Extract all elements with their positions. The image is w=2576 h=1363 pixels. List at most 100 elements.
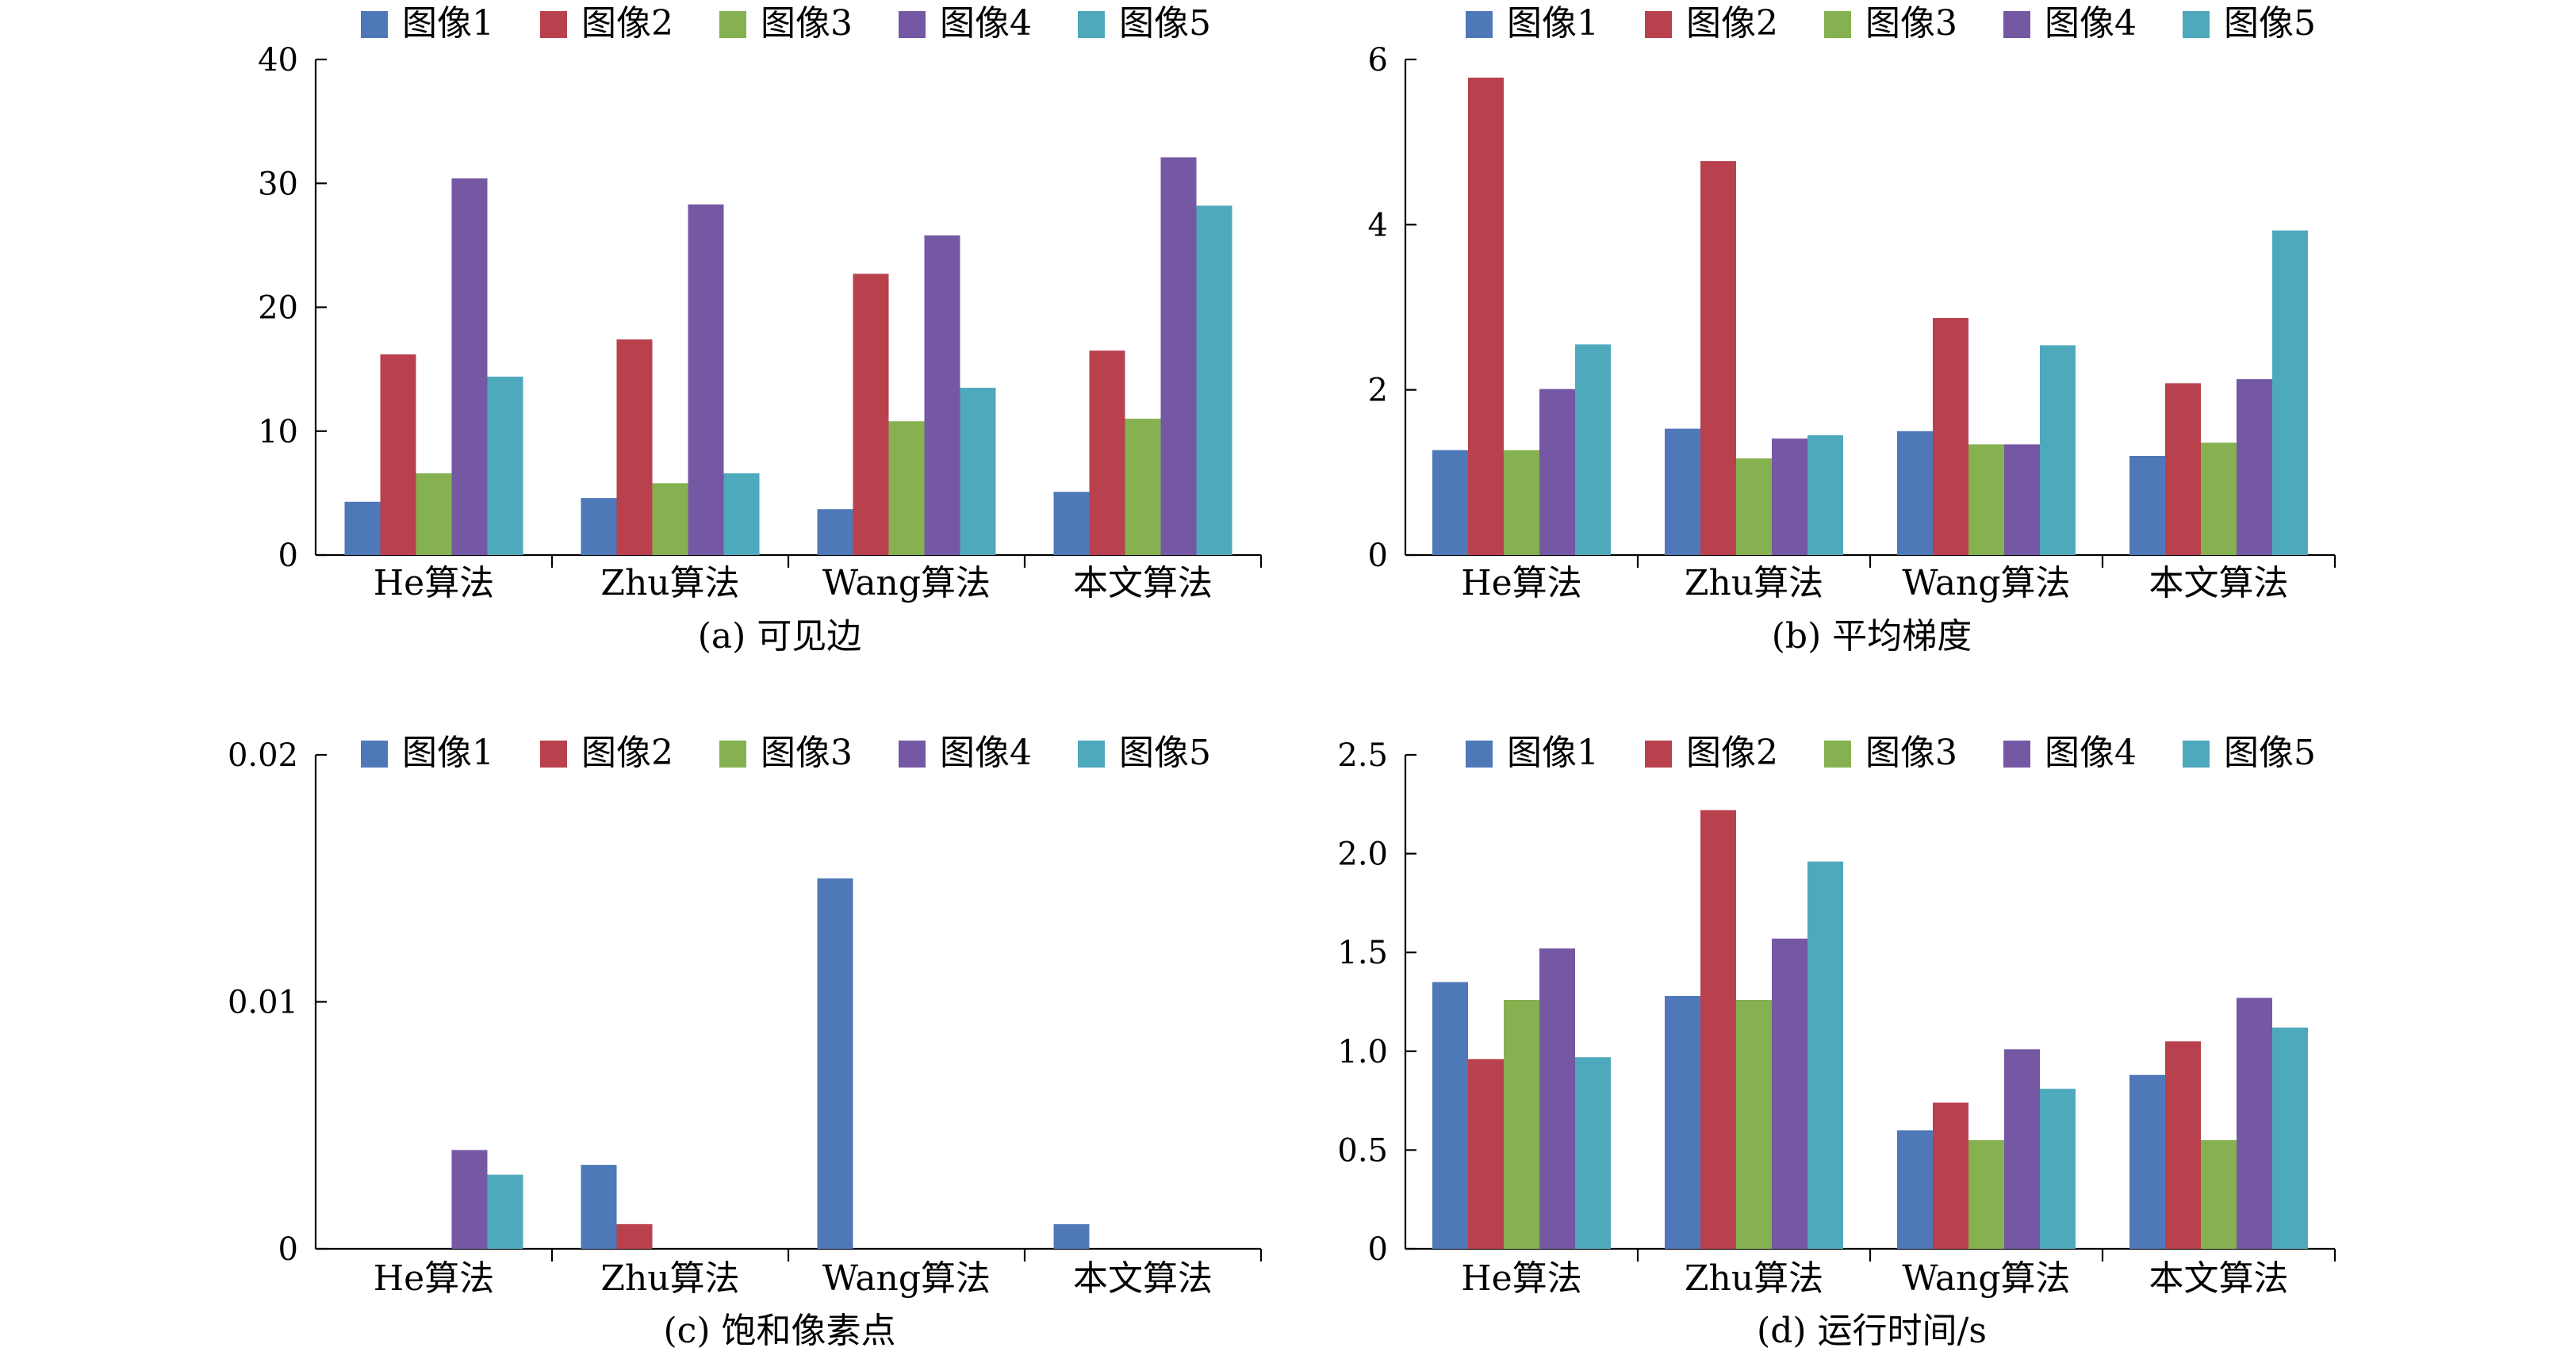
bar-4-4 [1160, 157, 1197, 555]
legend-label: 图像4 [940, 3, 1032, 44]
bar-3-1 [1504, 1000, 1539, 1249]
bar-3-1 [416, 473, 452, 555]
y-tick-label: 2.0 [1337, 837, 1388, 873]
legend-label: 图像5 [1119, 733, 1211, 773]
bar-5-3 [2040, 345, 2076, 555]
y-tick-label: 6 [1368, 42, 1388, 78]
legend-swatch [540, 11, 567, 38]
legend-label: 图像1 [1507, 3, 1599, 44]
bar-1-2 [581, 498, 617, 555]
chart-panel-b: 0 2 4 6 He算法 Zhu算法 Wang算法 本文算法 图像1 图像2 图像3 图像4 图像5 (b… [1368, 3, 2336, 657]
bar-1-4 [2129, 456, 2165, 555]
y-tick-label: 40 [258, 42, 298, 78]
legend-label: 图像2 [1686, 733, 1778, 773]
bar-1-2 [1665, 428, 1700, 555]
y-tick-label: 1.5 [1337, 935, 1388, 971]
bar-1-3 [1897, 1130, 1933, 1249]
legend-label: 图像5 [2224, 3, 2316, 44]
bar-3-4 [2201, 442, 2237, 555]
y-tick-label: 30 [258, 166, 298, 202]
bar-4-2 [688, 204, 724, 555]
bar-5-3 [2040, 1089, 2076, 1249]
bar-2-2 [616, 339, 653, 555]
x-tick-label: He算法 [374, 1258, 494, 1299]
panel-caption-a: (a) 可见边 [698, 616, 862, 657]
bar-4-3 [924, 235, 960, 555]
bar-4-3 [2004, 444, 2040, 555]
bar-1-4 [2129, 1074, 2165, 1249]
legend-swatch [899, 11, 926, 38]
bar-5-4 [1196, 205, 1232, 555]
legend-swatch [361, 11, 388, 38]
y-tick-label: 10 [258, 414, 298, 450]
y-tick-label: 0.02 [228, 737, 298, 774]
x-tick-label: 本文算法 [1073, 563, 1213, 603]
chart-panel-c: 0 0.01 0.02 He算法 Zhu算法 Wang算法 本文算法 图像1 图像2 图像3 图像4… [228, 733, 1263, 1351]
bar-2-1 [380, 354, 416, 555]
bar-2-4 [1089, 350, 1125, 555]
legend-swatch [1645, 11, 1672, 38]
y-tick-label: 0 [1368, 1231, 1388, 1268]
bar-5-1 [1575, 344, 1611, 555]
bar-3-3 [888, 421, 925, 555]
y-tick-label: 0 [1368, 538, 1388, 574]
bar-5-1 [487, 377, 523, 555]
x-tick-label: Wang算法 [822, 563, 991, 603]
bar-4-1 [451, 1150, 488, 1249]
bar-3-4 [2201, 1139, 2237, 1249]
bar-2-2 [616, 1223, 653, 1249]
bar-4-1 [451, 178, 488, 555]
legend-label: 图像4 [940, 733, 1032, 773]
legend-swatch [1466, 11, 1493, 38]
legend-swatch [719, 741, 746, 768]
bar-3-1 [1504, 450, 1539, 555]
bar-4-2 [1772, 438, 1807, 555]
legend-swatch [1078, 741, 1105, 768]
legend-label: 图像2 [581, 3, 673, 44]
bar-3-2 [1736, 1000, 1772, 1249]
bar-2-4 [2165, 1041, 2201, 1249]
bar-2-3 [1933, 318, 1968, 555]
panel-caption-b: (b) 平均梯度 [1772, 616, 1972, 657]
bar-3-4 [1125, 419, 1161, 555]
bar-1-3 [1897, 431, 1933, 555]
y-tick-label: 2.5 [1337, 737, 1388, 774]
bar-3-2 [1736, 458, 1772, 555]
bar-1-2 [581, 1165, 617, 1249]
legend-label: 图像5 [1119, 3, 1211, 44]
bar-2-1 [1468, 1059, 1504, 1249]
bar-2-2 [1700, 161, 1736, 555]
legend-swatch [2003, 741, 2030, 768]
x-tick-label: 本文算法 [2149, 1258, 2289, 1299]
bar-1-3 [817, 509, 853, 555]
x-tick-label: Zhu算法 [600, 1258, 739, 1299]
x-tick-label: Zhu算法 [1685, 1258, 1823, 1299]
legend-swatch [540, 741, 567, 768]
bar-1-4 [1053, 492, 1090, 555]
bar-2-2 [1700, 810, 1736, 1249]
legend-label: 图像4 [2045, 733, 2137, 773]
bar-1-4 [1053, 1223, 1090, 1249]
legend-label: 图像3 [761, 3, 853, 44]
x-tick-label: He算法 [1461, 563, 1581, 603]
legend-label: 图像2 [1686, 3, 1778, 44]
y-tick-label: 0 [278, 1231, 298, 1268]
bar-5-2 [723, 473, 760, 555]
x-tick-label: 本文算法 [1073, 1258, 1213, 1299]
bar-4-4 [2237, 379, 2272, 555]
legend-swatch [2183, 741, 2210, 768]
y-tick-label: 4 [1368, 207, 1388, 243]
bar-2-4 [2165, 383, 2201, 555]
bar-3-3 [1968, 1139, 2004, 1249]
legend-label: 图像1 [402, 733, 494, 773]
y-tick-label: 0.01 [228, 985, 298, 1021]
bar-1-2 [1665, 996, 1700, 1249]
bar-4-1 [1539, 389, 1575, 555]
bar-1-1 [1432, 450, 1468, 555]
legend-label: 图像4 [2045, 3, 2137, 44]
legend-swatch [719, 11, 746, 38]
legend-swatch [1824, 11, 1851, 38]
x-tick-label: 本文算法 [2149, 563, 2289, 603]
bar-2-3 [1933, 1102, 1968, 1249]
